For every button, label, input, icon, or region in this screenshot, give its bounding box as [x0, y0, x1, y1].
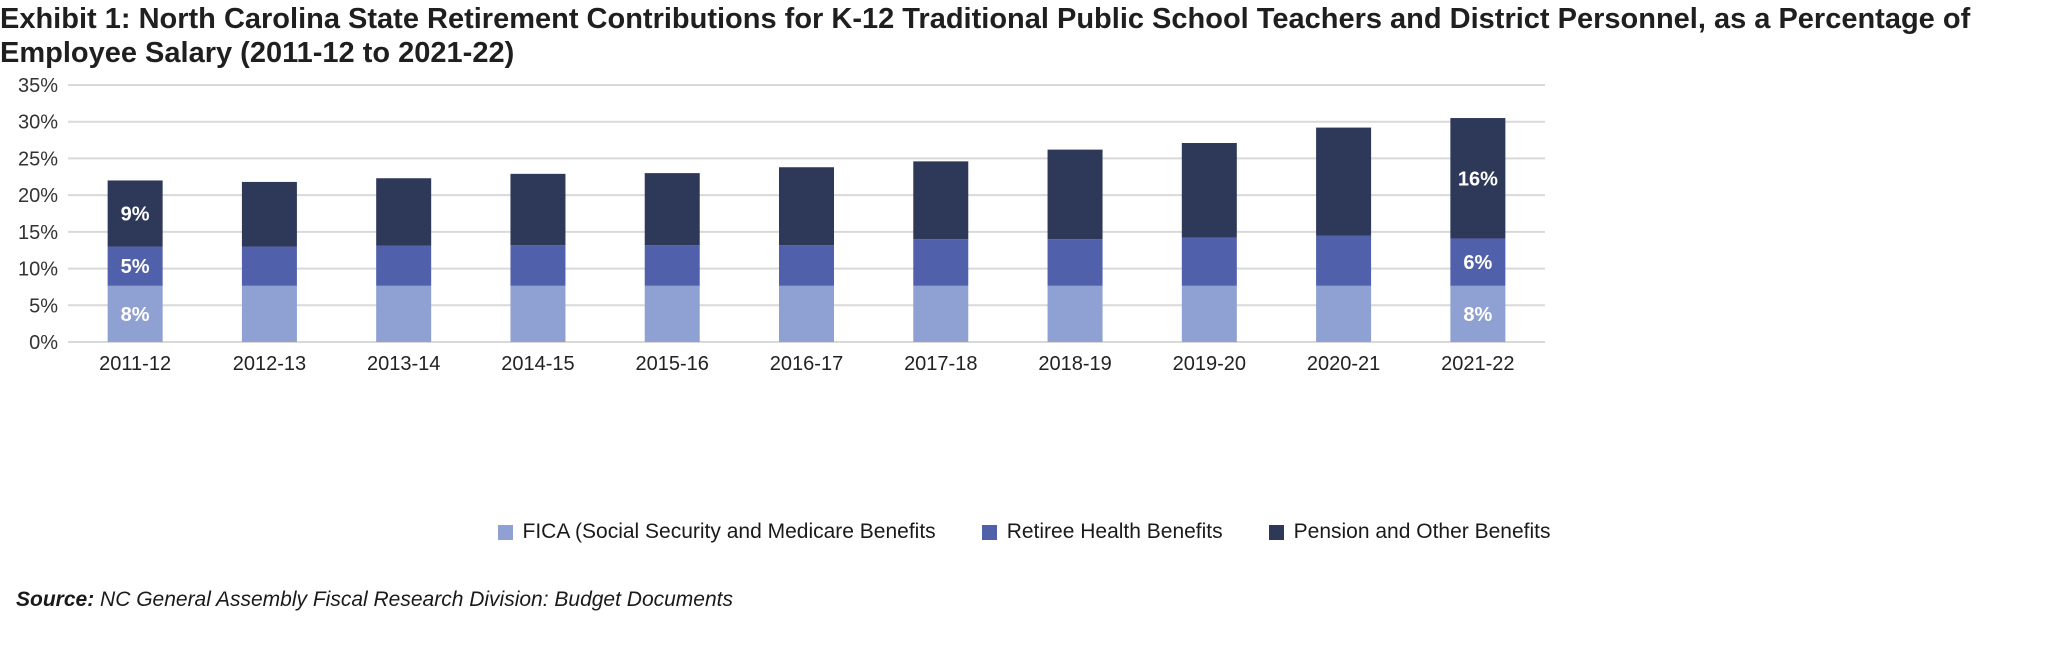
- legend-label: Pension and Other Benefits: [1293, 520, 1551, 543]
- stacked-bar-chart: 0% 5% 10% 15% 20% 25% 30% 35% 8% 5% 9% 2011-12 2012-…: [18, 75, 1545, 375]
- x-tick-label: 2014-15: [501, 353, 574, 375]
- bar-segment: [1181, 143, 1237, 238]
- bar-segment: [779, 167, 834, 246]
- y-tick-label: 30%: [18, 112, 58, 134]
- bar-segment: [1047, 149, 1103, 240]
- legend-swatch: [981, 524, 997, 540]
- bar-segment: [1316, 285, 1372, 342]
- bar-segment: [1181, 237, 1237, 286]
- chart-title: Exhibit 1: North Carolina State Retireme…: [0, 3, 1971, 69]
- x-tick-label: 2017-18: [904, 353, 977, 375]
- data-label: 6%: [1463, 252, 1492, 274]
- bar-segment: [644, 285, 700, 342]
- x-tick-label: 2015-16: [636, 353, 709, 375]
- bar-segment: [1047, 239, 1103, 286]
- legend-item: FICA (Social Security and Medicare Benef…: [497, 520, 936, 544]
- bar-segment: [644, 173, 700, 246]
- bar-segment: [510, 285, 566, 342]
- x-tick-label: 2020-21: [1307, 353, 1380, 375]
- bar-segment: [913, 161, 969, 240]
- bar-segment: [1181, 285, 1237, 342]
- source-note: Source: NC General Assembly Fiscal Resea…: [16, 588, 733, 612]
- legend-item: Pension and Other Benefits: [1268, 520, 1551, 544]
- y-tick-label: 0%: [29, 332, 58, 354]
- bar-segment: [107, 285, 163, 342]
- x-tick-label: 2016-17: [770, 353, 843, 375]
- data-label: 8%: [1463, 304, 1492, 326]
- source-label: Source:: [16, 588, 95, 611]
- bar-segment: [376, 285, 432, 342]
- bar-segment: [376, 178, 432, 246]
- bar-segment: [779, 245, 834, 286]
- x-tick-label: 2011-12: [99, 353, 171, 375]
- x-tick-label: 2021-22: [1441, 353, 1514, 375]
- data-label: 16%: [1458, 168, 1498, 190]
- bar-segment: [913, 239, 969, 286]
- bar-segment: [510, 245, 566, 286]
- y-tick-label: 20%: [18, 185, 58, 207]
- legend-swatch: [1268, 524, 1284, 540]
- bar-segment: [779, 285, 834, 342]
- x-tick-label: 2013-14: [367, 353, 440, 375]
- data-label: 9%: [121, 204, 150, 226]
- bar-segment: [241, 246, 297, 286]
- data-label: 5%: [121, 256, 150, 278]
- bar-segment: [241, 285, 297, 342]
- bar-segment: [107, 246, 163, 286]
- bar-segment: [1450, 238, 1506, 286]
- bar-segment: [107, 180, 163, 247]
- y-tick-label: 5%: [29, 295, 58, 317]
- legend: FICA (Social Security and Medicare Benef…: [0, 520, 2048, 544]
- x-tick-label: 2019-20: [1173, 353, 1246, 375]
- y-tick-label: 35%: [18, 75, 58, 97]
- legend-item: Retiree Health Benefits: [981, 520, 1223, 544]
- bar-segment: [1450, 285, 1506, 342]
- bar-segment: [1450, 118, 1506, 239]
- data-label: 8%: [121, 304, 150, 326]
- legend-swatch: [497, 524, 513, 540]
- x-tick-label: 2018-19: [1038, 353, 1111, 375]
- bar-segment: [510, 173, 566, 246]
- bar-segment: [1316, 127, 1372, 236]
- source-text: NC General Assembly Fiscal Research Divi…: [100, 588, 733, 611]
- bar-segment: [1047, 285, 1103, 342]
- legend-label: Retiree Health Benefits: [1006, 520, 1223, 543]
- y-tick-label: 10%: [18, 259, 58, 281]
- bar-segment: [1316, 235, 1372, 286]
- bar-segment: [241, 181, 297, 247]
- legend-label: FICA (Social Security and Medicare Benef…: [522, 520, 936, 543]
- bar-segment: [376, 245, 432, 286]
- bar-segment: [913, 285, 969, 342]
- y-tick-label: 25%: [18, 148, 58, 170]
- bar-segment: [644, 245, 700, 286]
- x-tick-label: 2012-13: [233, 353, 306, 375]
- y-tick-label: 15%: [18, 222, 58, 244]
